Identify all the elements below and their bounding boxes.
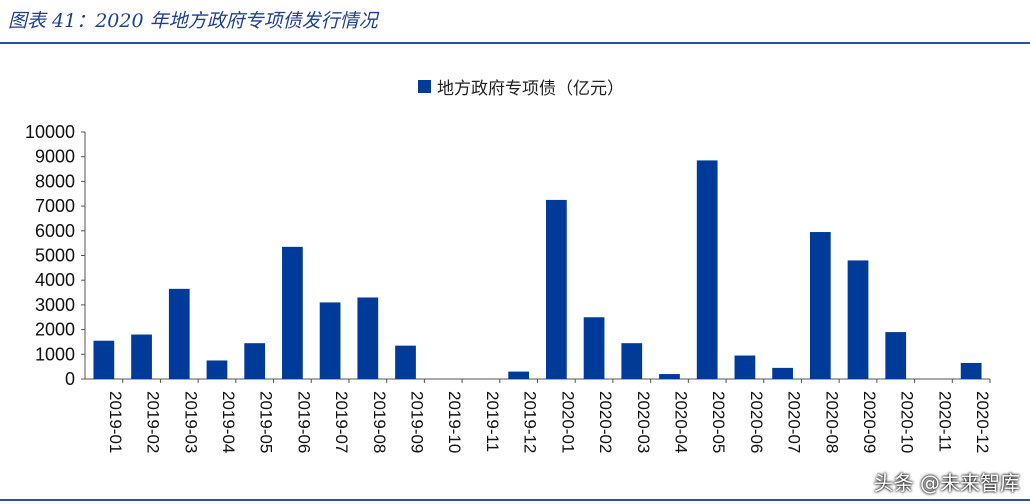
bar <box>545 199 567 379</box>
x-tick-label: 2019-05 <box>257 391 276 453</box>
x-tick-label: 2019-02 <box>144 391 163 453</box>
x-tick-label: 2019-09 <box>408 391 427 453</box>
x-tick-label: 2019-08 <box>370 391 389 453</box>
bar <box>357 297 379 379</box>
x-tick-label: 2019-04 <box>219 391 238 453</box>
x-tick-label: 2019-03 <box>181 391 200 453</box>
y-tick-label: 0 <box>65 369 75 389</box>
x-tick-label: 2020-03 <box>634 391 653 453</box>
y-tick-label: 10000 <box>25 122 75 142</box>
x-tick-label: 2019-06 <box>294 391 313 453</box>
x-tick-label: 2020-08 <box>822 391 841 453</box>
bar <box>621 343 643 379</box>
watermark: 头条 @未来智库 <box>873 471 1020 495</box>
y-tick-label: 3000 <box>35 295 75 315</box>
y-tick-label: 7000 <box>35 196 75 216</box>
bottom-divider <box>0 499 1030 501</box>
bar <box>508 371 530 379</box>
bar <box>809 232 831 379</box>
top-divider <box>0 42 1030 44</box>
bar <box>282 246 303 379</box>
x-tick-label: 2020-09 <box>860 391 879 453</box>
y-tick-label: 1000 <box>35 344 75 364</box>
bar <box>319 302 341 379</box>
x-tick-label: 2020-11 <box>935 391 954 452</box>
bar <box>772 367 793 379</box>
x-tick-label: 2020-06 <box>747 391 766 453</box>
bar <box>847 260 869 379</box>
x-tick-label: 2020-01 <box>558 391 577 453</box>
x-tick-label: 2019-07 <box>332 391 351 453</box>
bar <box>395 345 416 379</box>
x-tick-label: 2020-02 <box>596 391 615 453</box>
bar <box>244 343 266 379</box>
x-tick-label: 2020-04 <box>671 391 690 453</box>
y-tick-label: 8000 <box>35 171 75 191</box>
bar <box>659 374 680 379</box>
bar <box>696 160 718 379</box>
bar <box>131 334 152 379</box>
bar <box>206 360 228 379</box>
bar <box>583 317 605 379</box>
y-tick-label: 9000 <box>35 147 75 167</box>
y-tick-label: 5000 <box>35 246 75 266</box>
y-tick-label: 2000 <box>35 320 75 340</box>
legend-label: 地方政府专项债（亿元） <box>437 79 624 99</box>
x-tick-label: 2020-05 <box>709 391 728 453</box>
chart-legend: 地方政府专项债（亿元） <box>418 74 624 99</box>
x-tick-label: 2020-12 <box>973 391 992 453</box>
bar <box>885 332 907 379</box>
bar <box>734 355 756 379</box>
x-tick-label: 2019-01 <box>106 391 125 453</box>
x-tick-label: 2019-11 <box>483 391 502 452</box>
bar <box>960 362 982 379</box>
y-tick-label: 6000 <box>35 221 75 241</box>
bar <box>93 340 115 379</box>
x-tick-label: 2020-10 <box>898 391 917 453</box>
bar <box>168 288 190 379</box>
figure-title: 图表 41：2020 年地方政府专项债发行情况 <box>8 10 378 32</box>
x-tick-label: 2019-12 <box>521 391 540 453</box>
legend-swatch <box>418 80 431 93</box>
x-tick-label: 2020-07 <box>785 391 804 453</box>
x-tick-label: 2019-10 <box>445 391 464 453</box>
y-tick-label: 4000 <box>35 270 75 290</box>
